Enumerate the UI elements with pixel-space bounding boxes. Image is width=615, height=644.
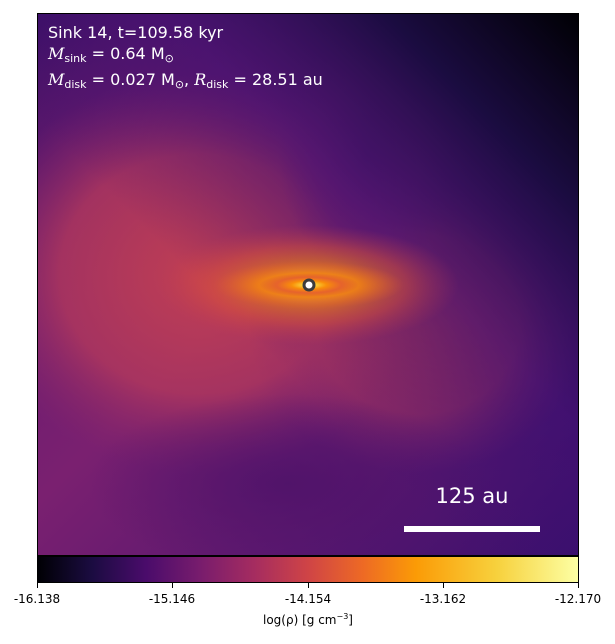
- rdisk-value: = 28.51 au: [228, 70, 323, 89]
- rdisk-subscript: disk: [206, 78, 229, 91]
- scale-bar-label: 125 au: [435, 484, 509, 508]
- colorbar-tick-label: -14.154: [284, 592, 332, 606]
- colorbar-label-suffix: ]: [348, 613, 353, 627]
- msink-subscript: sink: [64, 52, 87, 65]
- msink-symbol: M: [48, 44, 65, 63]
- colorbar-label: log(ρ) [g cm−3]: [37, 612, 579, 627]
- density-map-image: [38, 14, 578, 555]
- msink-value: = 0.64 M: [86, 44, 165, 63]
- sink-marker: [302, 278, 316, 292]
- colorbar-tick-label: -16.138: [13, 592, 61, 606]
- colorbar-ticks: [37, 583, 579, 589]
- mdisk-subscript: disk: [64, 78, 87, 91]
- rdisk-symbol: R: [194, 70, 207, 89]
- mdisk-value: = 0.027 M: [86, 70, 175, 89]
- sink-info-header: Sink 14, t=109.58 kyr Msink = 0.64 M⊙ Md…: [48, 22, 323, 95]
- sink-id-time: Sink 14, t=109.58 kyr: [48, 23, 224, 42]
- colorbar-tick-label: -13.162: [419, 592, 467, 606]
- colorbar-label-exponent: −3: [336, 612, 349, 621]
- colorbar-tick-label: -12.170: [554, 592, 602, 606]
- density-map: [37, 13, 579, 556]
- mdisk-symbol: M: [48, 70, 65, 89]
- colorbar-tick: [443, 583, 444, 588]
- rdisk-separator: ,: [184, 70, 195, 89]
- colorbar-tick: [172, 583, 173, 588]
- scale-bar: [404, 526, 540, 532]
- colorbar-tick-label: -15.146: [148, 592, 196, 606]
- colorbar-tick: [578, 583, 579, 588]
- sink-mass: Msink = 0.64 M⊙: [48, 43, 323, 69]
- mdisk-sun-symbol: ⊙: [174, 78, 185, 91]
- msink-sun-symbol: ⊙: [164, 52, 174, 65]
- colorbar: [37, 556, 579, 583]
- colorbar-label-text: log(ρ) [g cm: [263, 613, 337, 627]
- colorbar-tick: [37, 583, 38, 588]
- disk-properties: Mdisk = 0.027 M⊙, Rdisk = 28.51 au: [48, 69, 323, 95]
- colorbar-tick: [308, 583, 309, 588]
